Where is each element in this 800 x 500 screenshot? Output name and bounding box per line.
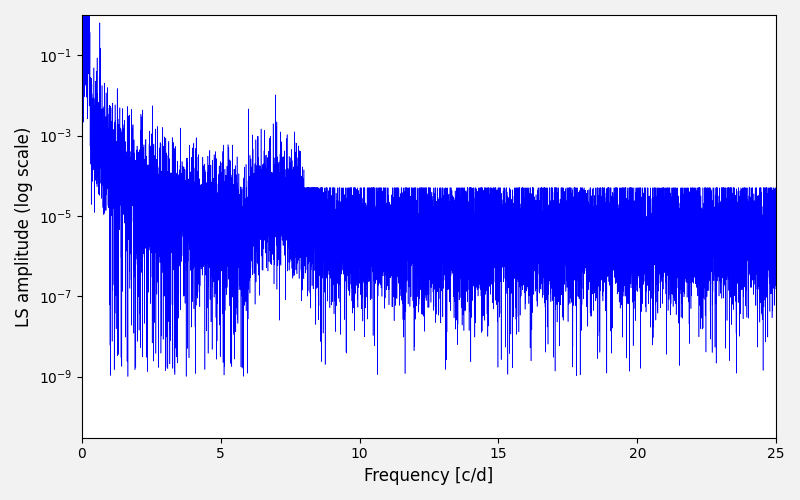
Y-axis label: LS amplitude (log scale): LS amplitude (log scale) — [15, 126, 33, 326]
X-axis label: Frequency [c/d]: Frequency [c/d] — [364, 467, 494, 485]
